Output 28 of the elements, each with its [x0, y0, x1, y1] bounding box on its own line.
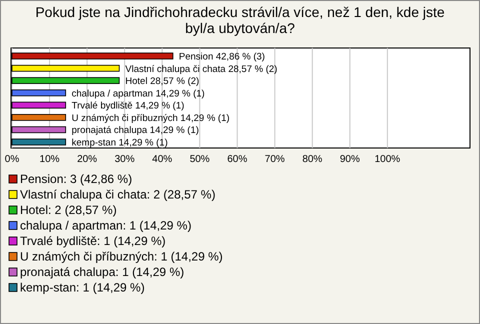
category-label: kemp-stan 14,29 % (1) — [72, 138, 168, 148]
x-tick-label: 100% — [374, 154, 400, 165]
category-label: Pension 42,86 % (3) — [178, 52, 265, 62]
x-tick-label: 80% — [302, 154, 322, 165]
text: Trvalé bydliště: 1 (14,29 %) — [20, 234, 166, 248]
x-tick-label: 0% — [4, 154, 20, 165]
category-label: chalupa / apartman 14,29 % (1) — [72, 88, 205, 100]
text: U známých či příbuzných: 1 (14,29 %) — [20, 250, 223, 264]
x-tick-label: 10% — [40, 154, 60, 165]
category-label: U známých či příbuzných 14,29 % (1) — [72, 112, 230, 124]
x-tick-label: 70% — [264, 154, 285, 165]
x-tick-label: 50% — [190, 154, 210, 165]
text: Vlastní chalupa či chata: 2 (28,57 %) — [20, 188, 216, 202]
category-label: Vlastní chalupa či chata 28,57 % (2) — [125, 64, 278, 75]
x-tick-label: 60% — [227, 154, 248, 165]
x-tick-label: 30% — [114, 154, 135, 165]
text: kemp-stan: 1 (14,29 %) — [20, 280, 145, 294]
text: Hotel: 2 (28,57 %) — [20, 203, 117, 217]
text: chalupa / apartman: 1 (14,29 %) — [20, 218, 192, 232]
category-label: Trvalé bydliště 14,29 % (1) — [72, 100, 184, 112]
chart-title: Pokud jste na Jindřichohradecku strávil/a více, než 1 den, kde jste byl/a ubytován/a? — [35, 4, 445, 36]
x-tick-label: 40% — [152, 154, 172, 165]
category-label: pronajatá chalupa 14,29 % (1) — [72, 125, 199, 136]
text: Pension: 3 (42,86 %) — [20, 172, 132, 186]
category-label: Hotel 28,57 % (2) — [125, 76, 200, 88]
x-tick-label: 20% — [77, 154, 98, 165]
text: pronajatá chalupa: 1 (14,29 %) — [20, 265, 184, 279]
x-tick-label: 90% — [340, 154, 360, 165]
